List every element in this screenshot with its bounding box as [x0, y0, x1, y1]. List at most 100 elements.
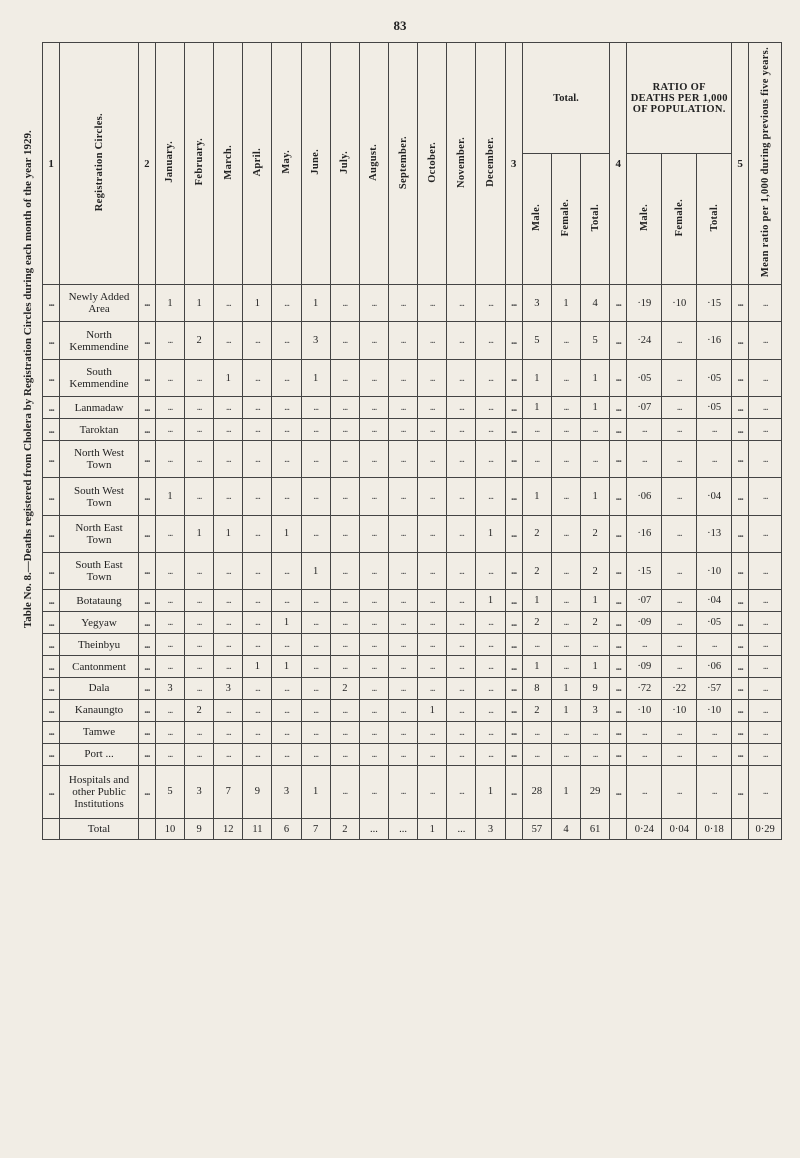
row-spacer: ...	[43, 743, 60, 765]
cell-mean5: ...	[749, 553, 782, 590]
cell-male: 2	[522, 553, 551, 590]
cell-sep: ...	[389, 656, 418, 678]
cell-apr: ...	[243, 590, 272, 612]
cell-jul: ...	[330, 419, 359, 441]
cell-apr: 1	[243, 285, 272, 322]
cell-jun: ...	[301, 721, 330, 743]
cell-jun: 3	[301, 322, 330, 359]
cell-jul: 2	[330, 677, 359, 699]
cell-feb: ...	[185, 440, 214, 477]
tot-oct: 1	[418, 818, 447, 840]
table-row: ...Tamwe................................…	[43, 721, 782, 743]
cell-jul: ...	[330, 656, 359, 678]
cell-rtotal: ·04	[697, 478, 732, 515]
section-1: 1	[43, 43, 60, 285]
hdr-apr: April.	[243, 43, 272, 285]
cell-rfemale: ·10	[662, 285, 697, 322]
cell-rtotal: ·05	[697, 612, 732, 634]
cell-oct: ...	[418, 612, 447, 634]
cell-aug: ...	[359, 721, 388, 743]
hdr-feb: February.	[185, 43, 214, 285]
cell-rmale: ·15	[627, 553, 662, 590]
cell-male: 5	[522, 322, 551, 359]
cell-rfemale: ...	[662, 743, 697, 765]
row-spacer: ...	[610, 419, 627, 441]
row-spacer: ...	[43, 634, 60, 656]
cell-mean5: ...	[749, 440, 782, 477]
cell-rfemale: ...	[662, 765, 697, 818]
cell-jun: ...	[301, 515, 330, 552]
row-spacer: ...	[610, 721, 627, 743]
cell-aug: ...	[359, 765, 388, 818]
row-spacer: ...	[732, 440, 749, 477]
row-spacer: ...	[43, 612, 60, 634]
hdr-ratio-total: Total.	[697, 154, 732, 285]
hdr-oct: October.	[418, 43, 447, 285]
cell-rmale: ...	[627, 440, 662, 477]
cell-female: ...	[551, 440, 580, 477]
cell-dec: ...	[476, 285, 505, 322]
cell-rmale: ...	[627, 743, 662, 765]
cell-dec: ...	[476, 699, 505, 721]
cell-female: ...	[551, 359, 580, 396]
cell-rfemale: ·22	[662, 677, 697, 699]
tot-rfemale: 0·04	[662, 818, 697, 840]
row-spacer: ...	[505, 634, 522, 656]
cell-total: 2	[581, 553, 610, 590]
row-spacer: ...	[732, 765, 749, 818]
hdr-may: May.	[272, 43, 301, 285]
cell-aug: ...	[359, 634, 388, 656]
cell-jan: ...	[155, 397, 184, 419]
cell-apr: ...	[243, 699, 272, 721]
hdr-dec: December.	[476, 43, 505, 285]
cell-dec: ...	[476, 743, 505, 765]
cell-may: ...	[272, 397, 301, 419]
cell-jan: ...	[155, 515, 184, 552]
cell-aug: ...	[359, 677, 388, 699]
cell-aug: ...	[359, 478, 388, 515]
table-row: ...Newly Added Area...11...1...1........…	[43, 285, 782, 322]
cell-male: ...	[522, 743, 551, 765]
cell-total: 3	[581, 699, 610, 721]
cell-jul: ...	[330, 765, 359, 818]
tot-jun: 7	[301, 818, 330, 840]
table-row: ...Dala...3...3.........2...............…	[43, 677, 782, 699]
hdr-jun: June.	[301, 43, 330, 285]
cell-feb: 2	[185, 322, 214, 359]
table-row: ...Botataung............................…	[43, 590, 782, 612]
cell-rmale: ·19	[627, 285, 662, 322]
section-2: 2	[138, 43, 155, 285]
cell-dec: ...	[476, 440, 505, 477]
cell-female: ...	[551, 397, 580, 419]
cell-sep: ...	[389, 634, 418, 656]
cell-rtotal: ·10	[697, 553, 732, 590]
cell-female: ...	[551, 553, 580, 590]
cell-female: ...	[551, 322, 580, 359]
cell-apr: ...	[243, 553, 272, 590]
section-5: 5	[732, 43, 749, 285]
cell-sep: ...	[389, 553, 418, 590]
cell-total: 1	[581, 397, 610, 419]
cell-nov: ...	[447, 478, 476, 515]
cell-mar: ...	[214, 656, 243, 678]
cell-rtotal: ·04	[697, 590, 732, 612]
cell-jan: ...	[155, 656, 184, 678]
tot-jan: 10	[155, 818, 184, 840]
hdr-total-female: Female.	[551, 154, 580, 285]
row-spacer: ...	[138, 634, 155, 656]
cell-oct: ...	[418, 553, 447, 590]
cell-male: ...	[522, 634, 551, 656]
cell-rfemale: ...	[662, 634, 697, 656]
cell-aug: ...	[359, 440, 388, 477]
row-spacer: ...	[505, 590, 522, 612]
cell-total: 2	[581, 612, 610, 634]
cell-mar: ...	[214, 553, 243, 590]
cell-total: 9	[581, 677, 610, 699]
cell-female: ...	[551, 478, 580, 515]
cell-sep: ...	[389, 612, 418, 634]
cell-jul: ...	[330, 478, 359, 515]
cell-male: 1	[522, 590, 551, 612]
row-spacer: ...	[505, 478, 522, 515]
section-4: 4	[610, 43, 627, 285]
row-spacer: ...	[610, 677, 627, 699]
